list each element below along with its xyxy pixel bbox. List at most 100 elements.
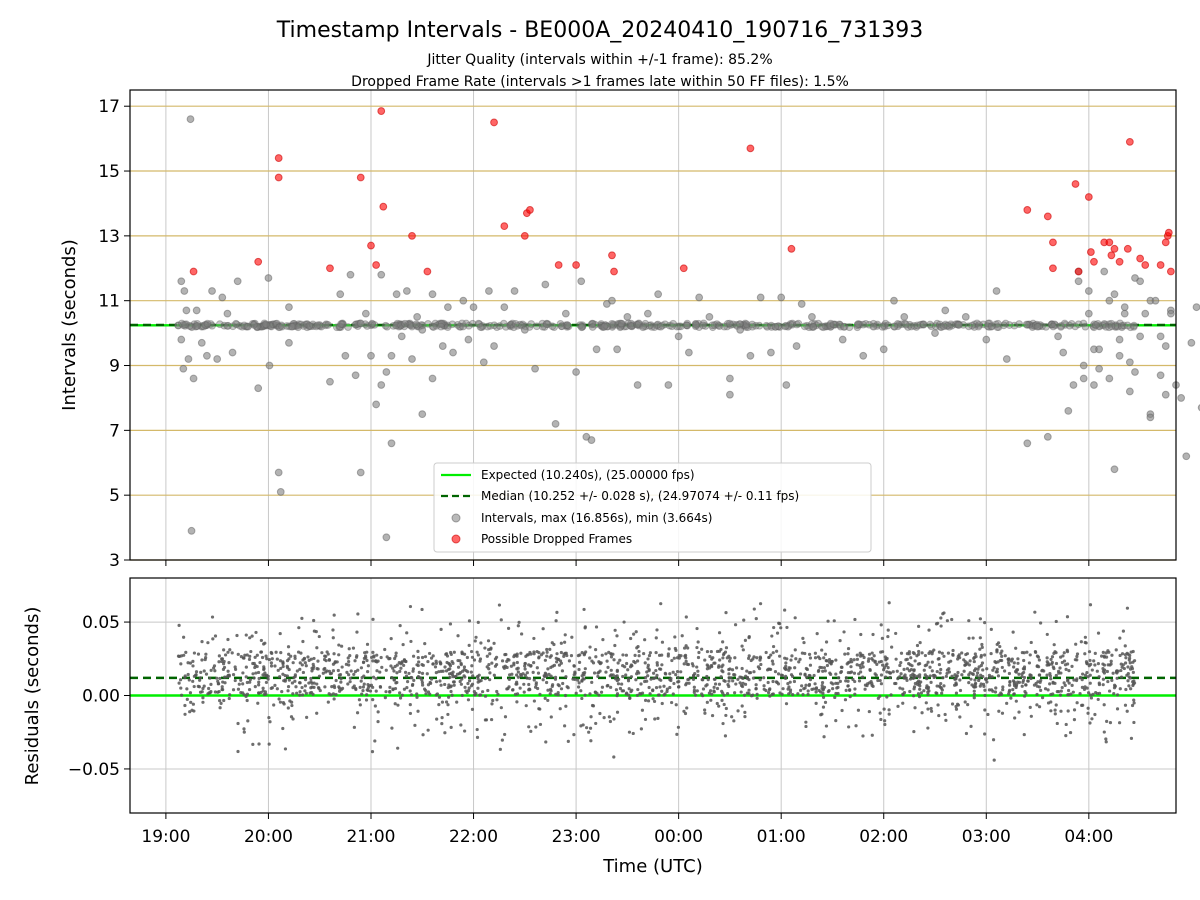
interval-band-point bbox=[268, 320, 277, 329]
interval-band-point bbox=[784, 322, 792, 331]
interval-band-point bbox=[1081, 322, 1090, 331]
residual-point bbox=[604, 670, 608, 674]
interval-band-point bbox=[263, 321, 272, 330]
residual-point bbox=[980, 645, 984, 649]
residual-point bbox=[927, 651, 931, 655]
residual-point bbox=[870, 733, 874, 737]
residual-point bbox=[804, 666, 808, 671]
residual-point bbox=[670, 700, 674, 705]
interval-band-point bbox=[202, 321, 211, 329]
interval-band-point bbox=[344, 323, 352, 331]
residual-point bbox=[471, 674, 475, 678]
residual-point bbox=[348, 676, 353, 680]
residual-point bbox=[444, 652, 448, 656]
residual-point bbox=[448, 667, 452, 671]
residual-point bbox=[739, 675, 743, 679]
residual-point bbox=[754, 616, 758, 621]
residual-point bbox=[800, 651, 804, 655]
interval-band-point bbox=[919, 320, 928, 329]
interval-band-point bbox=[708, 323, 717, 332]
residual-point bbox=[315, 646, 319, 650]
residual-point bbox=[775, 631, 780, 635]
residual-point bbox=[192, 651, 197, 655]
residual-point bbox=[710, 657, 714, 661]
residual-point bbox=[589, 715, 593, 719]
residual-point bbox=[1072, 708, 1077, 712]
residual-point bbox=[196, 684, 200, 688]
interval-band-point bbox=[616, 319, 624, 328]
interval-band-point bbox=[763, 322, 772, 331]
interval-point bbox=[859, 351, 868, 360]
residual-point bbox=[846, 679, 850, 683]
residual-point bbox=[651, 697, 655, 701]
interval-band-point bbox=[202, 321, 211, 329]
residual-point bbox=[676, 675, 680, 680]
residual-point bbox=[231, 688, 236, 692]
residual-point bbox=[396, 746, 400, 750]
residual-point bbox=[409, 675, 413, 680]
residual-point bbox=[449, 684, 453, 688]
dropped-frame-point bbox=[1115, 257, 1124, 266]
residual-point bbox=[368, 689, 373, 693]
interval-band-point bbox=[1117, 321, 1126, 330]
residual-point bbox=[529, 729, 533, 733]
residual-point bbox=[352, 672, 356, 677]
residual-point bbox=[807, 682, 812, 687]
residual-point bbox=[813, 656, 818, 660]
residual-point bbox=[447, 695, 451, 699]
residual-point bbox=[515, 673, 519, 677]
residual-point bbox=[721, 640, 725, 644]
residual-point bbox=[1058, 666, 1062, 670]
interval-band-point bbox=[443, 321, 452, 330]
residual-point bbox=[734, 682, 738, 686]
interval-point bbox=[1095, 364, 1103, 373]
residual-point bbox=[898, 686, 902, 690]
residuals-points bbox=[176, 601, 1137, 762]
residual-point bbox=[444, 700, 449, 704]
residual-point bbox=[1128, 656, 1132, 660]
residual-point bbox=[315, 682, 319, 686]
residual-point bbox=[606, 683, 610, 688]
residual-point bbox=[909, 674, 913, 678]
residual-point bbox=[303, 678, 308, 682]
interval-point bbox=[192, 306, 201, 315]
residual-point bbox=[446, 685, 450, 690]
residual-point bbox=[485, 665, 489, 669]
residual-point bbox=[771, 651, 775, 655]
residual-point bbox=[1083, 673, 1088, 677]
residual-point bbox=[695, 626, 699, 631]
residual-point bbox=[1040, 696, 1045, 700]
residual-point bbox=[251, 742, 255, 746]
interval-band-point bbox=[202, 321, 211, 330]
residual-point bbox=[1000, 711, 1005, 715]
residual-point bbox=[417, 660, 421, 664]
residual-point bbox=[848, 688, 852, 692]
residual-point bbox=[915, 643, 920, 648]
residual-point bbox=[300, 693, 305, 697]
interval-band-point bbox=[628, 321, 637, 330]
intervals-ytick-label: 11 bbox=[98, 292, 120, 312]
residual-point bbox=[365, 642, 370, 646]
interval-point bbox=[228, 348, 237, 357]
residual-point bbox=[676, 685, 681, 689]
interval-band-point bbox=[984, 319, 993, 328]
legend: Expected (10.240s), (25.00000 fps) Media… bbox=[433, 462, 872, 553]
residual-point bbox=[1012, 665, 1016, 669]
residual-point bbox=[659, 602, 663, 606]
interval-point bbox=[1161, 390, 1170, 399]
residual-point bbox=[1119, 668, 1123, 673]
residual-point bbox=[331, 636, 335, 640]
residual-point bbox=[823, 669, 827, 673]
residual-point bbox=[733, 691, 737, 695]
residual-point bbox=[312, 618, 316, 623]
residual-point bbox=[1088, 721, 1092, 725]
residual-point bbox=[317, 674, 322, 678]
interval-band-point bbox=[893, 319, 902, 328]
dropped-frame-point bbox=[490, 118, 498, 127]
residual-point bbox=[853, 687, 857, 691]
residual-point bbox=[1086, 691, 1091, 695]
residual-point bbox=[825, 663, 830, 668]
residual-point bbox=[1125, 709, 1129, 713]
intervals-x-ticks bbox=[165, 560, 1090, 566]
residual-point bbox=[978, 647, 982, 651]
